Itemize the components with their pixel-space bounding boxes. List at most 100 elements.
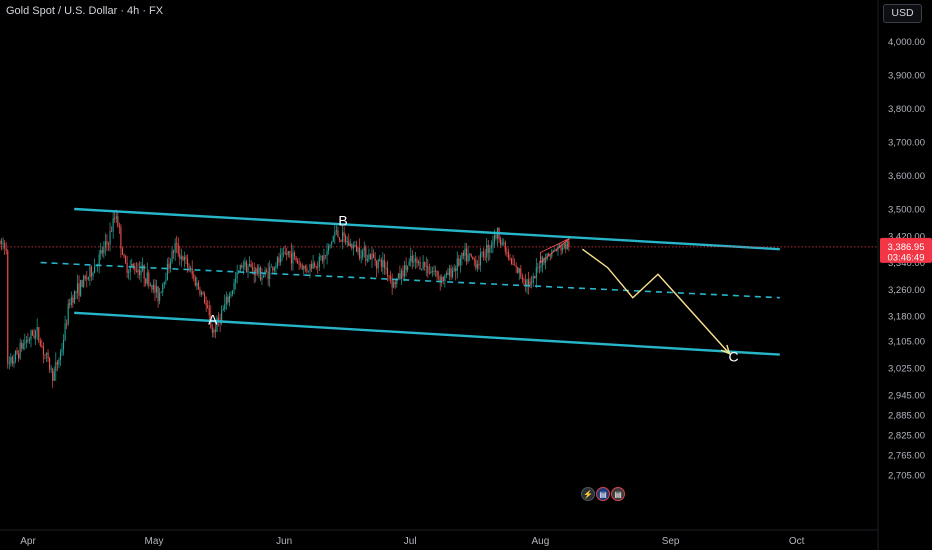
annotation-layer	[0, 207, 878, 356]
candle-body	[563, 243, 565, 248]
candle-body	[503, 242, 505, 244]
candle-body	[38, 327, 40, 341]
candle-body	[376, 261, 378, 269]
candle-body	[169, 261, 172, 269]
candle-body	[78, 283, 80, 296]
candle-body	[369, 254, 371, 260]
candle-body	[194, 277, 196, 286]
candle-body	[132, 263, 134, 267]
candle-body	[521, 276, 523, 280]
candle-body	[123, 254, 125, 257]
candle-body	[11, 356, 13, 364]
price-axis[interactable]: 4,000.00 3,900.00 3,800.00 3,700.00 3,600.00…	[888, 37, 925, 481]
y-tick-label: 2,705.00	[888, 471, 925, 482]
candle-body	[187, 258, 189, 268]
candle-body	[101, 250, 103, 254]
candle-body	[19, 342, 21, 359]
candle-body	[335, 230, 337, 232]
candle-body	[528, 279, 530, 286]
y-tick-label: 3,500.00	[888, 205, 925, 216]
candle-body	[331, 241, 333, 245]
candle-body	[289, 251, 291, 254]
candle-body	[366, 259, 368, 261]
y-tick-label: 3,105.00	[888, 337, 925, 348]
candle-body	[475, 260, 477, 269]
candle-body	[207, 305, 209, 309]
projection-path[interactable]	[581, 248, 730, 355]
candle-body	[173, 251, 175, 253]
candle-body	[204, 293, 206, 303]
candle-body	[165, 280, 167, 282]
candle-body	[532, 276, 534, 283]
candle-body	[171, 251, 173, 262]
candle-body	[13, 360, 15, 364]
candle-body	[388, 275, 390, 277]
candle-body	[33, 335, 35, 339]
wedge-pattern[interactable]	[539, 238, 571, 264]
candle-body	[365, 247, 367, 261]
candle-body	[87, 276, 89, 280]
candle-body	[69, 303, 71, 305]
candle-body	[166, 263, 168, 281]
candle-body	[103, 246, 105, 254]
us-flag-icon[interactable]: ▤	[596, 487, 610, 501]
candle-body	[541, 257, 544, 266]
candle-body	[190, 268, 192, 271]
y-tick-label: 3,025.00	[888, 364, 925, 375]
candle-body	[125, 256, 127, 263]
candle-body	[510, 258, 513, 265]
candle-body	[2, 243, 4, 245]
candle-body	[146, 272, 148, 284]
candle-body	[94, 266, 96, 273]
candle-body	[478, 263, 480, 266]
us-flag-icon[interactable]: ▤	[611, 487, 625, 501]
candle-body	[349, 243, 351, 247]
candle-body	[64, 323, 66, 340]
candle-body	[501, 242, 503, 245]
candle-body	[16, 350, 18, 354]
candle-body	[160, 291, 162, 293]
candle-body	[382, 260, 384, 267]
candle-body	[442, 276, 444, 282]
channel-upper-line[interactable]	[74, 207, 780, 251]
candle-body	[507, 251, 509, 259]
candle-body	[518, 268, 520, 273]
candle-body	[524, 280, 526, 286]
candle-body	[300, 264, 302, 266]
time-axis[interactable]: Apr May Jun Jul Aug Sep Oct	[20, 536, 804, 547]
candle-body	[5, 248, 7, 251]
candle-body	[137, 269, 139, 273]
candle-body	[168, 263, 170, 269]
x-tick-label: Jul	[404, 536, 417, 547]
candle-body	[4, 243, 6, 249]
candle-body	[10, 356, 12, 363]
candle-body	[448, 268, 451, 276]
lightning-icon[interactable]: ⚡	[581, 487, 595, 501]
candle-body	[67, 303, 69, 325]
currency-button[interactable]: USD	[883, 4, 922, 23]
candle-body	[427, 266, 429, 273]
wave-label-b: B	[338, 213, 347, 229]
candle-body	[469, 253, 471, 255]
candle-body	[63, 339, 65, 350]
channel-mid-line[interactable]	[40, 261, 780, 299]
candle-body	[431, 271, 433, 272]
y-tick-label: 3,420.00	[888, 231, 925, 242]
channel-lower-line[interactable]	[74, 311, 780, 356]
candle-body	[326, 250, 328, 256]
candle-body	[76, 283, 79, 293]
y-tick-label: 4,000.00	[888, 37, 925, 48]
candle-body	[459, 258, 461, 266]
candle-body	[135, 270, 137, 273]
candle-body	[53, 371, 55, 381]
x-tick-label: Sep	[662, 536, 680, 547]
symbol-title[interactable]: Gold Spot / U.S. Dollar · 4h · FX	[6, 5, 164, 17]
candle-body	[249, 264, 251, 267]
candle-body	[230, 294, 232, 296]
candle-body	[317, 266, 319, 268]
candle-body	[324, 255, 327, 256]
candle-body	[458, 258, 460, 266]
candle-body	[188, 267, 190, 271]
candle-body	[278, 257, 280, 263]
